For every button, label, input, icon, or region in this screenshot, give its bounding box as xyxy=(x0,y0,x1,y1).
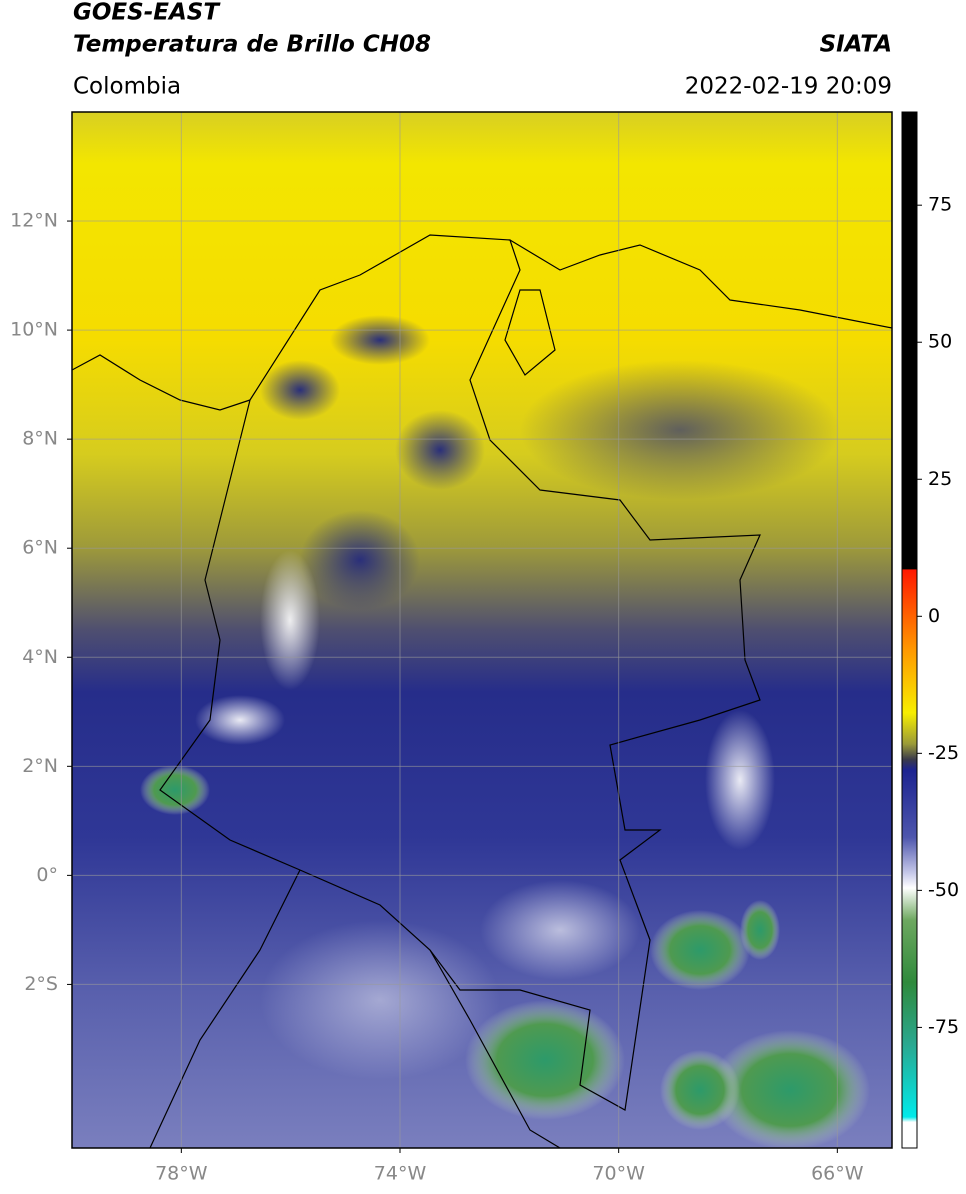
lon-label: 66°W xyxy=(811,1163,864,1185)
graticule xyxy=(72,112,892,1148)
colorbar-label: -25 xyxy=(928,742,959,764)
colorbar-ticks: 75 50 25 0 -25 -50 -75 xyxy=(917,194,959,1038)
lat-label: 10°N xyxy=(10,319,58,341)
colorbar-label: 75 xyxy=(928,194,952,216)
lat-label: 2°S xyxy=(24,973,58,995)
lon-label: 78°W xyxy=(155,1163,208,1185)
lat-label: 8°N xyxy=(22,428,58,450)
satellite-image xyxy=(72,112,892,1148)
colorbar-label: -50 xyxy=(928,879,959,901)
lat-label: 4°N xyxy=(22,646,58,668)
colorbar-label: -75 xyxy=(928,1016,959,1038)
map-frame xyxy=(71,111,893,1149)
subtitle: Temperatura de Brillo CH08 xyxy=(73,32,431,58)
lat-label: 2°N xyxy=(22,755,58,777)
region: Colombia xyxy=(73,74,181,100)
lat-label: 6°N xyxy=(22,537,58,559)
agency: SIATA xyxy=(820,32,892,58)
datetime: 2022-02-19 20:09 xyxy=(685,74,892,100)
title: GOES-EAST xyxy=(73,0,221,26)
lat-label: 0° xyxy=(36,864,58,886)
colorbar-label: 50 xyxy=(928,331,952,353)
lon-label: 74°W xyxy=(374,1163,427,1185)
lat-label: 12°N xyxy=(10,210,58,232)
colorbar-label: 25 xyxy=(928,468,952,490)
lon-label: 70°W xyxy=(592,1163,645,1185)
colorbar xyxy=(901,111,918,1149)
colorbar-label: 0 xyxy=(928,605,940,627)
